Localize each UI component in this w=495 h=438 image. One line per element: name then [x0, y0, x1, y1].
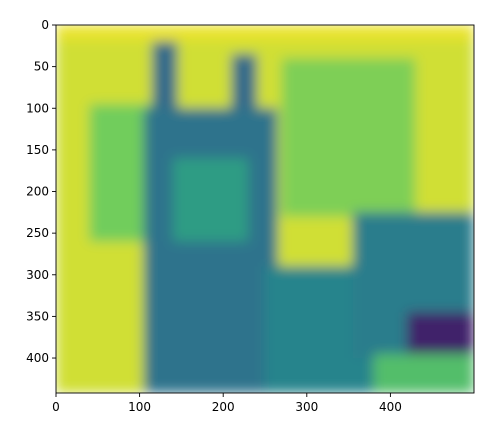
- x-tick-label: 100: [128, 400, 151, 414]
- heatmap-image: [56, 25, 474, 393]
- x-tick-label: 0: [52, 400, 60, 414]
- region-dark-patch: [407, 312, 474, 359]
- y-tick-label: 350: [26, 309, 49, 323]
- y-tick-label: 250: [26, 226, 49, 240]
- y-tick-label: 100: [26, 101, 49, 115]
- region-cat-body: [143, 108, 278, 393]
- region-top-band: [56, 25, 474, 40]
- region-cat-ear-left: [152, 41, 178, 117]
- y-tick-label: 150: [26, 143, 49, 157]
- plot-frame: [55, 24, 475, 394]
- y-tick-label: 300: [26, 268, 49, 282]
- region-bottom-right-light: [373, 353, 474, 393]
- x-axis: 0 100 200 300 400: [52, 393, 402, 414]
- region-cat-ear-right: [231, 54, 257, 117]
- y-tick-label: 0: [41, 18, 49, 32]
- region-cat-body-light: [173, 158, 249, 242]
- y-tick-label: 50: [34, 60, 49, 74]
- x-tick-label: 200: [212, 400, 235, 414]
- x-tick-label: 400: [379, 400, 402, 414]
- y-tick-label: 200: [26, 185, 49, 199]
- region-upper-right-speckle: [281, 58, 416, 217]
- x-tick-label: 300: [295, 400, 318, 414]
- y-tick-label: 400: [26, 351, 49, 365]
- y-axis: 0 50 100 150 200 250 300 350 400: [26, 18, 56, 365]
